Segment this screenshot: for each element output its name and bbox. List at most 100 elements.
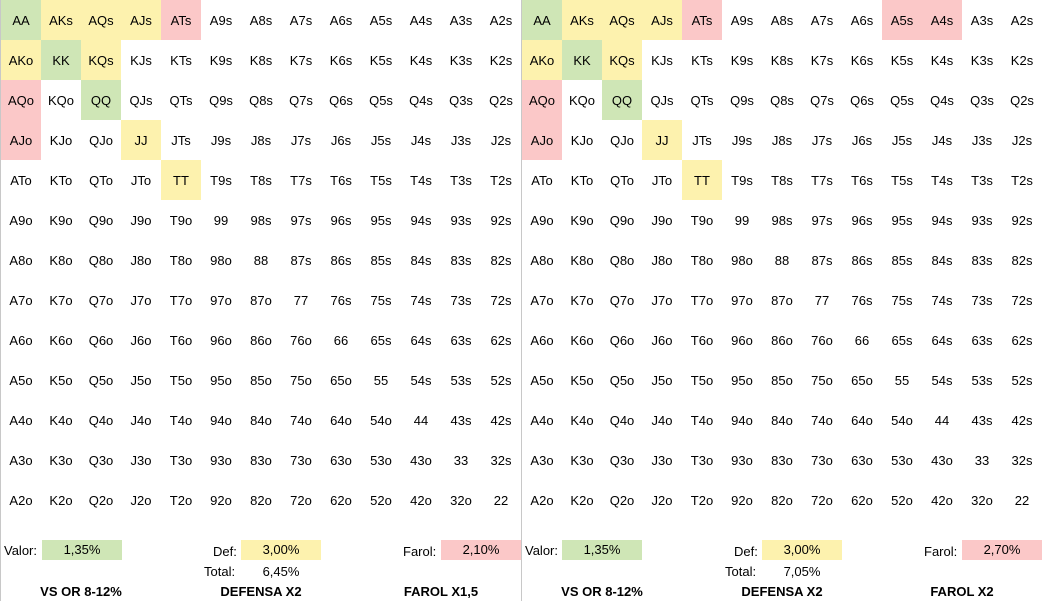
total-label: Total: bbox=[204, 564, 236, 579]
hand-cell-T4s: T4s bbox=[410, 172, 432, 188]
hand-cell-Q8o: Q8o bbox=[88, 252, 114, 268]
hand-cell-T7s: T7s bbox=[290, 172, 312, 188]
hand-cell-T3s: T3s bbox=[971, 172, 993, 188]
hand-cell-Q4s: Q4s bbox=[409, 92, 433, 108]
hand-cell-99: 99 bbox=[734, 212, 750, 228]
hand-cell-A4o: A4o bbox=[530, 412, 554, 428]
hand-cell-AKs: AKs bbox=[562, 0, 602, 40]
hand-cell-43s: 43s bbox=[971, 412, 993, 428]
hand-cell-75o: 75o bbox=[811, 372, 833, 388]
hand-cell-73s: 73s bbox=[971, 292, 993, 308]
hand-cell-QTs: QTs bbox=[690, 92, 714, 108]
hand-cell-K2s: K2s bbox=[1010, 52, 1034, 68]
hand-cell-JTo: JTo bbox=[651, 172, 673, 188]
hand-cell-74o: 74o bbox=[290, 412, 312, 428]
hand-cell-44: 44 bbox=[934, 412, 950, 428]
hand-cell-ATo: ATo bbox=[10, 172, 32, 188]
hand-cell-A5s: A5s bbox=[882, 0, 922, 40]
hand-cell-K9s: K9s bbox=[730, 52, 754, 68]
hand-cell-74s: 74s bbox=[410, 292, 432, 308]
hand-cell-92s: 92s bbox=[1011, 212, 1033, 228]
hand-cell-J5s: J5s bbox=[891, 132, 913, 148]
hand-cell-42o: 42o bbox=[931, 492, 953, 508]
hand-cell-K6o: K6o bbox=[570, 332, 594, 348]
hand-cell-Q6s: Q6s bbox=[329, 92, 353, 108]
hand-cell-86s: 86s bbox=[330, 252, 352, 268]
hand-cell-44: 44 bbox=[413, 412, 429, 428]
hand-cell-A2s: A2s bbox=[489, 12, 513, 28]
hand-cell-T4o: T4o bbox=[169, 412, 193, 428]
hand-cell-93s: 93s bbox=[450, 212, 472, 228]
hand-cell-97o: 97o bbox=[731, 292, 753, 308]
hand-cell-94o: 94o bbox=[210, 412, 232, 428]
hand-cell-J9o: J9o bbox=[130, 212, 152, 228]
hand-cell-96s: 96s bbox=[330, 212, 352, 228]
hand-cell-62s: 62s bbox=[490, 332, 512, 348]
hand-cell-63s: 63s bbox=[450, 332, 472, 348]
stats-area: Valor: 1,35% Def: 3,00% Total: 7,05% Far… bbox=[522, 520, 1042, 601]
hand-cell-AQs: AQs bbox=[602, 0, 642, 40]
farol-value: 2,10% bbox=[441, 540, 521, 560]
hand-cell-K8s: K8s bbox=[770, 52, 794, 68]
hand-cell-J8s: J8s bbox=[250, 132, 272, 148]
hand-cell-K7o: K7o bbox=[570, 292, 594, 308]
hand-cell-J4o: J4o bbox=[130, 412, 152, 428]
hand-cell-63s: 63s bbox=[971, 332, 993, 348]
hand-cell-Q9o: Q9o bbox=[88, 212, 114, 228]
hand-cell-KQs: KQs bbox=[602, 40, 642, 80]
hand-cell-J6o: J6o bbox=[130, 332, 152, 348]
hand-cell-K6o: K6o bbox=[49, 332, 73, 348]
hand-cell-KJs: KJs bbox=[130, 52, 152, 68]
hand-cell-J2s: J2s bbox=[1011, 132, 1033, 148]
hand-cell-Q2o: Q2o bbox=[609, 492, 635, 508]
hand-cell-32o: 32o bbox=[971, 492, 993, 508]
hand-cell-A7o: A7o bbox=[530, 292, 554, 308]
hand-cell-94s: 94s bbox=[410, 212, 432, 228]
hand-cell-A9s: A9s bbox=[209, 12, 233, 28]
hand-cell-K3o: K3o bbox=[49, 452, 73, 468]
hand-cell-T2o: T2o bbox=[169, 492, 193, 508]
hand-cell-K4s: K4s bbox=[409, 52, 433, 68]
hand-cell-AA: AA bbox=[1, 0, 41, 40]
range-panel-left: AA AKs AQs AJs ATs A9s A8s A7s A6s A5s A4s A3s A2s AK… bbox=[0, 0, 521, 601]
def-value: 3,00% bbox=[762, 540, 842, 560]
hand-cell-K8o: K8o bbox=[49, 252, 73, 268]
hand-cell-J3o: J3o bbox=[130, 452, 152, 468]
hand-cell-64o: 64o bbox=[851, 412, 873, 428]
hand-cell-Q2s: Q2s bbox=[489, 92, 513, 108]
hand-cell-66: 66 bbox=[854, 332, 870, 348]
hand-cell-QJo: QJo bbox=[610, 132, 634, 148]
hand-cell-53s: 53s bbox=[450, 372, 472, 388]
hand-cell-K4s: K4s bbox=[930, 52, 954, 68]
hand-cell-Q2o: Q2o bbox=[88, 492, 114, 508]
hand-cell-97s: 97s bbox=[290, 212, 312, 228]
hand-cell-A3o: A3o bbox=[530, 452, 554, 468]
hand-cell-92o: 92o bbox=[210, 492, 232, 508]
hand-cell-AQo: AQo bbox=[1, 80, 41, 120]
hand-cell-KK: KK bbox=[41, 40, 81, 80]
hand-cell-J5o: J5o bbox=[130, 372, 152, 388]
hand-cell-TT: TT bbox=[682, 160, 722, 200]
hand-cell-95s: 95s bbox=[370, 212, 392, 228]
hand-cell-K9s: K9s bbox=[209, 52, 233, 68]
hand-cell-97o: 97o bbox=[210, 292, 232, 308]
hand-cell-93s: 93s bbox=[971, 212, 993, 228]
hand-cell-84o: 84o bbox=[250, 412, 272, 428]
hand-cell-43s: 43s bbox=[450, 412, 472, 428]
hand-cell-65o: 65o bbox=[330, 372, 352, 388]
hand-cell-72s: 72s bbox=[490, 292, 512, 308]
farol-value: 2,70% bbox=[962, 540, 1042, 560]
hand-cell-85s: 85s bbox=[370, 252, 392, 268]
hand-cell-82o: 82o bbox=[771, 492, 793, 508]
hand-cell-A5s: A5s bbox=[369, 12, 393, 28]
hand-cell-AA: AA bbox=[522, 0, 562, 40]
hand-cell-K9o: K9o bbox=[570, 212, 594, 228]
hand-cell-J9o: J9o bbox=[651, 212, 673, 228]
hand-cell-T5s: T5s bbox=[370, 172, 392, 188]
hand-cell-Q7s: Q7s bbox=[289, 92, 313, 108]
hand-cell-J3s: J3s bbox=[450, 132, 472, 148]
hand-cell-K2o: K2o bbox=[49, 492, 73, 508]
hand-cell-A9s: A9s bbox=[730, 12, 754, 28]
hand-cell-93o: 93o bbox=[731, 452, 753, 468]
hand-cell-K6s: K6s bbox=[850, 52, 874, 68]
